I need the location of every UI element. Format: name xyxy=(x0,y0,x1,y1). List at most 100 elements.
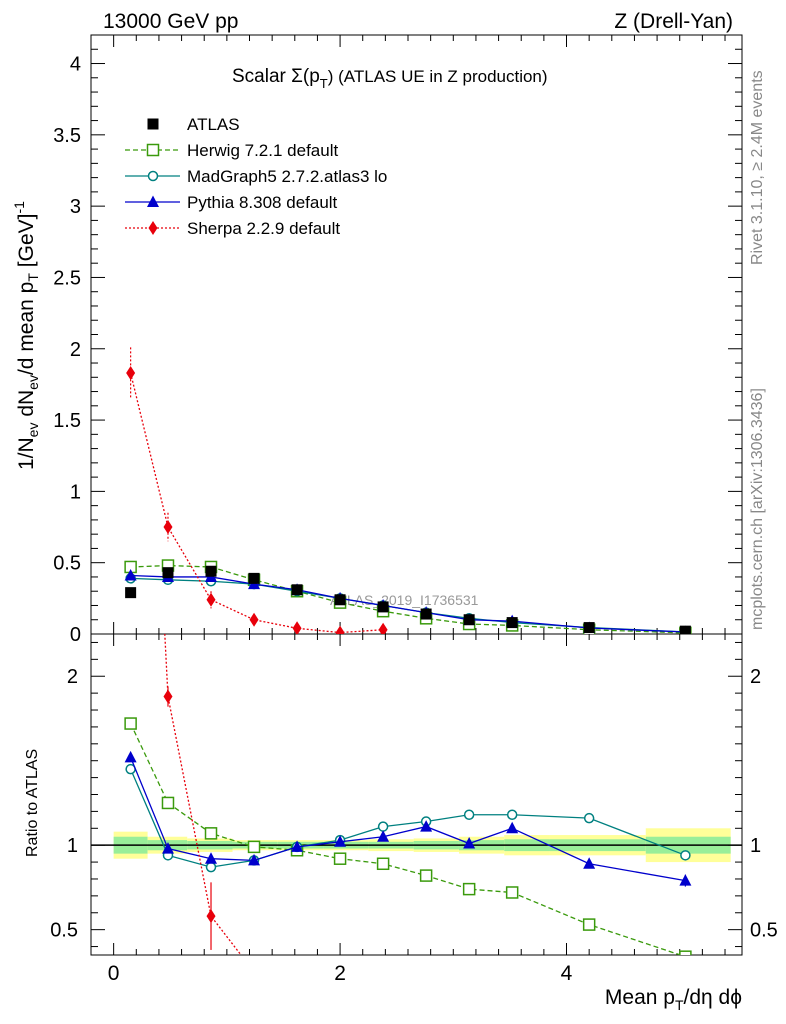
process-label: Z (Drell-Yan) xyxy=(614,10,733,33)
sherpa-ratio-line xyxy=(164,634,242,955)
atlas-data-point xyxy=(506,617,518,629)
pythia-ratio-point xyxy=(124,750,137,763)
herwig-ratio-point xyxy=(582,918,596,931)
legend-label-herwig: Herwig 7.2.1 default xyxy=(187,141,338,160)
pythia-ratio-point xyxy=(161,842,174,854)
sherpa-point xyxy=(206,592,216,607)
y-tick-label: 1 xyxy=(70,481,81,503)
ratio-panel-series xyxy=(124,634,692,979)
legend-marker-pythia xyxy=(147,195,159,207)
y-tick-label: 0.5 xyxy=(53,553,81,575)
herwig-ratio-point xyxy=(161,796,175,810)
y-tick-label: 3 xyxy=(70,196,81,218)
legend-marker-herwig xyxy=(146,143,160,157)
legend-label-madgraph5: MadGraph5 2.7.2.atlas3 lo xyxy=(187,167,387,186)
ratio-tick-label: 0.5 xyxy=(50,920,78,942)
madgraph5-ratio-point xyxy=(680,850,691,861)
chart-title: Scalar Σ(pT) (ATLAS UE in Z production) xyxy=(232,66,548,91)
axes-ticks: 0 2 4 0 0.5 1 1.5 2 2.5 3 3.5 4 0.5 0.5 1 1 2 2 xyxy=(50,35,778,985)
pythia-ratio-point xyxy=(291,840,304,852)
ratio-tick-label-right: 1 xyxy=(750,835,761,857)
sherpa-ratio-point xyxy=(206,909,216,924)
herwig-ratio-point xyxy=(204,827,218,840)
madgraph5-ratio-point xyxy=(583,812,595,824)
herwig-ratio-point xyxy=(376,857,390,871)
sherpa-point xyxy=(163,520,173,535)
pythia-ratio-point xyxy=(463,836,476,849)
atlas-data-point xyxy=(377,601,389,613)
atlas-data-point xyxy=(679,625,691,634)
herwig-line xyxy=(130,564,686,634)
y-tick-label: 2 xyxy=(70,339,81,361)
legend-label-sherpa: Sherpa 2.2.9 default xyxy=(187,219,340,238)
sherpa-point xyxy=(335,625,345,634)
herwig-ratio-point xyxy=(333,852,347,865)
ratio-tick-label: 1 xyxy=(67,835,78,857)
legend-label-pythia: Pythia 8.308 default xyxy=(187,193,338,212)
legend-marker-madgraph5 xyxy=(147,170,159,182)
atlas-data-point xyxy=(248,572,260,584)
atlas-data-point xyxy=(463,614,475,626)
x-tick-label: 2 xyxy=(334,962,346,985)
ratio-y-axis-label: Ratio to ATLAS xyxy=(24,749,41,857)
pythia-ratio-point xyxy=(420,820,433,832)
rivet-label: Rivet 3.1.10, ≥ 2.4M events xyxy=(749,70,766,265)
sherpa-point xyxy=(378,622,388,634)
sherpa-ratio-point xyxy=(163,689,173,704)
madgraph5-ratio-point xyxy=(463,809,475,821)
y-tick-label: 3.5 xyxy=(53,125,81,147)
sherpa-point xyxy=(292,621,302,634)
madgraph5-ratio-line xyxy=(130,768,686,868)
pythia-ratio-point xyxy=(205,852,218,864)
legend-marker-atlas xyxy=(147,118,159,130)
atlas-data-point xyxy=(205,565,217,577)
y-tick-label: 1.5 xyxy=(53,410,81,432)
sherpa-point xyxy=(249,612,259,627)
pythia-ratio-point xyxy=(506,821,519,834)
ratio-tick-label-right: 2 xyxy=(750,666,761,688)
mcplots-label: mcplots.cern.ch [arXiv:1306.3436] xyxy=(749,388,766,630)
atlas-data-point xyxy=(583,622,595,634)
y-tick-label: 2.5 xyxy=(53,267,81,289)
herwig-ratio-point xyxy=(679,950,692,955)
x-tick-label: 0 xyxy=(108,962,120,985)
pythia-ratio-line xyxy=(130,757,686,882)
atlas-data-point xyxy=(334,594,346,606)
main-panel-series xyxy=(124,347,692,634)
pythia-ratio-point xyxy=(248,853,261,866)
atlas-data-point xyxy=(420,608,432,620)
energy-label: 13000 GeV pp xyxy=(103,10,238,33)
analysis-watermark: ATLAS_2019_I1736531 xyxy=(330,592,479,608)
legend-label-atlas: ATLAS xyxy=(187,115,240,134)
y-axis-label: 1/Nev dNev/d mean pT [GeV]-1 xyxy=(11,201,41,470)
madgraph5-ratio-point xyxy=(205,861,217,873)
herwig-ratio-point xyxy=(124,717,137,730)
x-axis-label: Mean pT/dη dϕ xyxy=(605,986,742,1013)
y-tick-label: 4 xyxy=(70,54,81,76)
legend-marker-sherpa xyxy=(148,221,158,235)
sherpa-point xyxy=(126,366,136,381)
x-tick-label: 4 xyxy=(561,962,573,985)
herwig-ratio-point xyxy=(419,869,433,882)
herwig-ratio-line xyxy=(130,723,683,955)
ratio-tick-label: 2 xyxy=(67,666,78,688)
atlas-data-point xyxy=(125,587,137,599)
y-tick-label: 0 xyxy=(70,624,81,646)
pythia-ratio-point xyxy=(334,835,347,847)
pythia-point xyxy=(124,569,137,581)
herwig-ratio-point xyxy=(247,840,261,854)
pythia-ratio-point xyxy=(377,830,390,842)
madgraph5-ratio-point xyxy=(377,821,389,832)
herwig-ratio-point xyxy=(462,882,476,896)
ratio-panel-frame xyxy=(90,633,743,956)
ratio-tick-label-right: 0.5 xyxy=(750,920,778,942)
pythia-ratio-point xyxy=(583,857,596,869)
sherpa-ratio-point xyxy=(250,965,259,979)
madgraph5-ratio-point xyxy=(506,809,518,821)
legend: ATLAS Herwig 7.2.1 default MadGraph5 2.7.2… xyxy=(125,115,387,238)
pythia-ratio-point xyxy=(679,874,692,886)
herwig-ratio-point xyxy=(505,886,519,899)
atlas-data-point xyxy=(291,584,303,596)
pythia-line xyxy=(130,574,686,633)
